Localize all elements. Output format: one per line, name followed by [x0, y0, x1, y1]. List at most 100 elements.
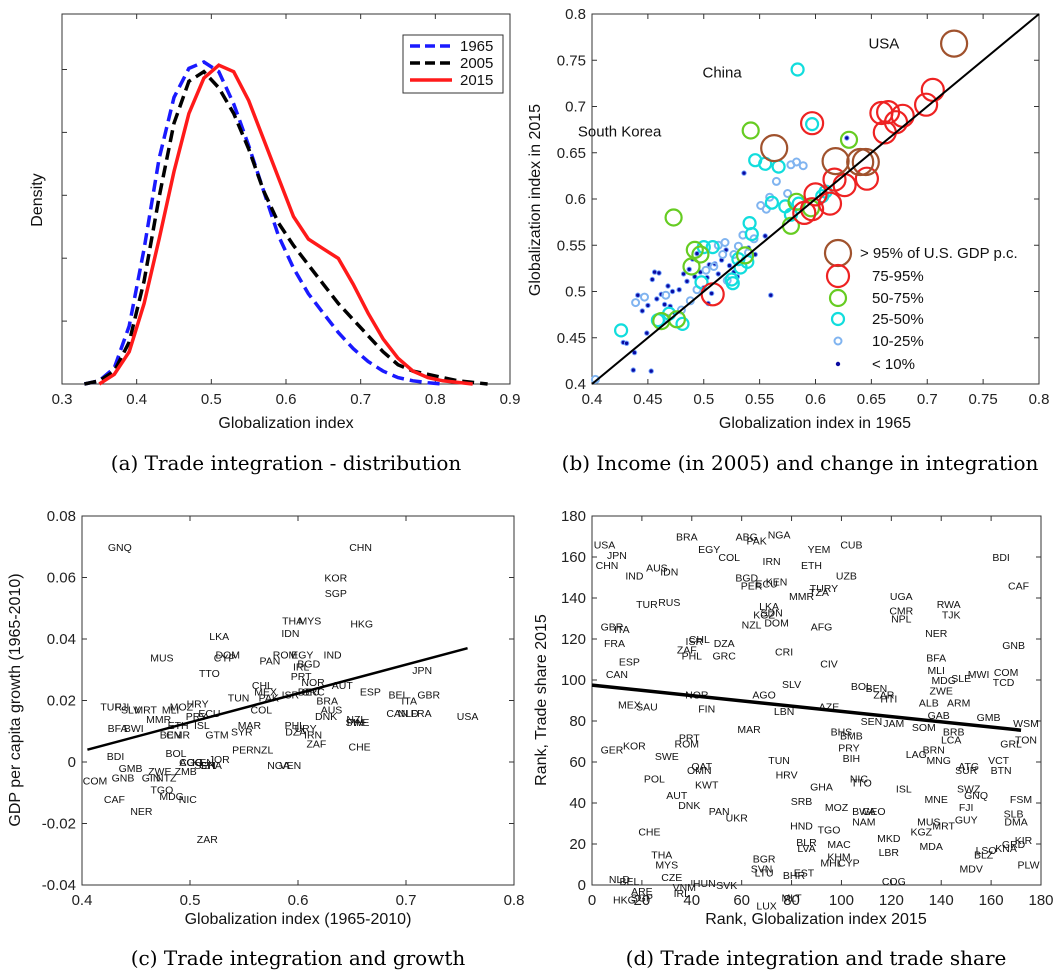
- country-label: GMB: [977, 712, 1001, 724]
- legend-marker: [830, 311, 846, 327]
- scatter-point: [676, 287, 682, 293]
- density-line-2015: [98, 63, 473, 386]
- x-tick-label: 140: [929, 892, 954, 909]
- scatter-point: [680, 271, 687, 277]
- country-label: PHL: [285, 720, 306, 732]
- country-label: SYR: [231, 726, 253, 738]
- country-label: UGA: [890, 591, 913, 603]
- country-label: SVN: [751, 864, 773, 876]
- scatter-point: [694, 250, 700, 257]
- panel-b-xlabel: Globalization index in 1965: [719, 415, 911, 432]
- country-label: CHL: [689, 634, 710, 646]
- country-label: NTZ: [156, 772, 177, 784]
- country-label: PAK: [746, 536, 766, 548]
- country-label: MMR: [146, 714, 171, 726]
- panel-a-caption: (a) Trade integration - distribution: [111, 451, 462, 475]
- scatter-point: [665, 283, 671, 289]
- scatter-point: [792, 157, 801, 167]
- country-label: SGP: [325, 588, 347, 600]
- scatter-point: [644, 330, 650, 336]
- country-label: ITA: [401, 696, 417, 708]
- country-label: TUR: [100, 702, 122, 714]
- country-label: LKA: [209, 631, 229, 643]
- country-label: GNB: [1002, 640, 1025, 652]
- country-label: ZAF: [306, 739, 326, 751]
- y-tick-label: 60: [569, 754, 586, 771]
- scatter-point: [846, 147, 875, 177]
- country-label: HTI: [880, 694, 897, 706]
- country-label: ZAR: [873, 689, 894, 701]
- scatter-point: [869, 100, 894, 126]
- scatter-point: [744, 227, 759, 242]
- scatter-point: [661, 290, 671, 300]
- country-label: BMB: [840, 730, 863, 742]
- y-tick-label: 140: [561, 590, 586, 607]
- country-label: COG: [882, 876, 906, 888]
- country-label: AFG: [811, 622, 833, 634]
- country-label: SOM: [912, 722, 936, 734]
- country-label: CYP: [838, 858, 860, 870]
- country-label: HUN: [693, 878, 716, 890]
- scatter-point: [726, 262, 733, 269]
- x-tick-label: 0.4: [582, 391, 603, 408]
- scatter-point: [768, 292, 774, 298]
- country-label: ISL: [194, 720, 210, 732]
- country-label: AGO: [752, 689, 775, 701]
- scatter-point: [741, 170, 747, 176]
- panel-d-ticks: 0 20 40 60 80 100 120 140 160 180 0 20 40 60 80 100 120 1…: [561, 508, 1054, 909]
- country-label: SVK: [716, 880, 737, 892]
- panel-b-legend: > 95% of U.S. GDP p.c. 75-95% 50-75% 25-50%…: [823, 238, 1018, 373]
- country-label: JAM: [883, 718, 904, 730]
- panel-b-ylabel: Globalization index in 2015: [527, 104, 544, 296]
- x-tick-label: 60: [733, 892, 750, 909]
- country-label: GIN: [142, 772, 161, 784]
- country-label: BDI: [992, 552, 1010, 564]
- x-tick-label: 80: [783, 892, 800, 909]
- scatter-point: [656, 270, 662, 276]
- country-label: SDN: [761, 607, 783, 619]
- scatter-point: [686, 266, 692, 272]
- country-label: ECU: [756, 579, 778, 591]
- country-label: GAB: [928, 710, 950, 722]
- country-label: IDN: [660, 566, 678, 578]
- country-label: ABG: [736, 532, 758, 544]
- scatter-point: [640, 292, 649, 302]
- y-tick-label: -0.04: [42, 877, 76, 894]
- country-label: ETH: [801, 560, 822, 572]
- country-label: CHE: [349, 742, 371, 754]
- x-tick-label: 0.5: [180, 892, 201, 909]
- panel-d-frame: [591, 515, 1042, 886]
- scatter-point: [804, 116, 820, 132]
- x-tick-label: 0.6: [805, 391, 826, 408]
- country-label: USA: [457, 711, 479, 723]
- country-label: GHA: [810, 782, 833, 794]
- country-label: MAC: [827, 839, 851, 851]
- scatter-point: [648, 368, 654, 374]
- country-label: GBR: [601, 622, 624, 634]
- country-label: IRL: [674, 888, 691, 900]
- country-label: ISL: [896, 784, 912, 796]
- country-label: ISR: [686, 636, 704, 648]
- x-tick-label: 0.9: [500, 391, 521, 408]
- country-label: TZA: [809, 587, 829, 599]
- country-label: PER: [741, 581, 763, 593]
- country-label: CIV: [820, 659, 838, 671]
- country-label: CAF: [104, 794, 125, 806]
- country-label: RWA: [937, 599, 961, 611]
- country-label: NAM: [852, 817, 875, 829]
- country-label: VEN: [280, 760, 302, 772]
- country-label: MLI: [927, 665, 945, 677]
- country-label: PLW: [1018, 860, 1040, 872]
- legend-marker: [835, 361, 841, 367]
- country-label: HRY: [187, 699, 209, 711]
- country-label: USA: [594, 540, 616, 552]
- scatter-point: [798, 161, 808, 171]
- country-label: LSO: [976, 845, 997, 857]
- y-tick-label: 0.8: [565, 6, 586, 23]
- x-tick-label: 0.7: [396, 892, 417, 909]
- scatter-point: [762, 233, 768, 239]
- country-label: ZAF: [677, 644, 697, 656]
- country-label: THA: [282, 616, 303, 628]
- y-tick-label: 100: [561, 672, 586, 689]
- x-tick-label: 0: [588, 892, 596, 909]
